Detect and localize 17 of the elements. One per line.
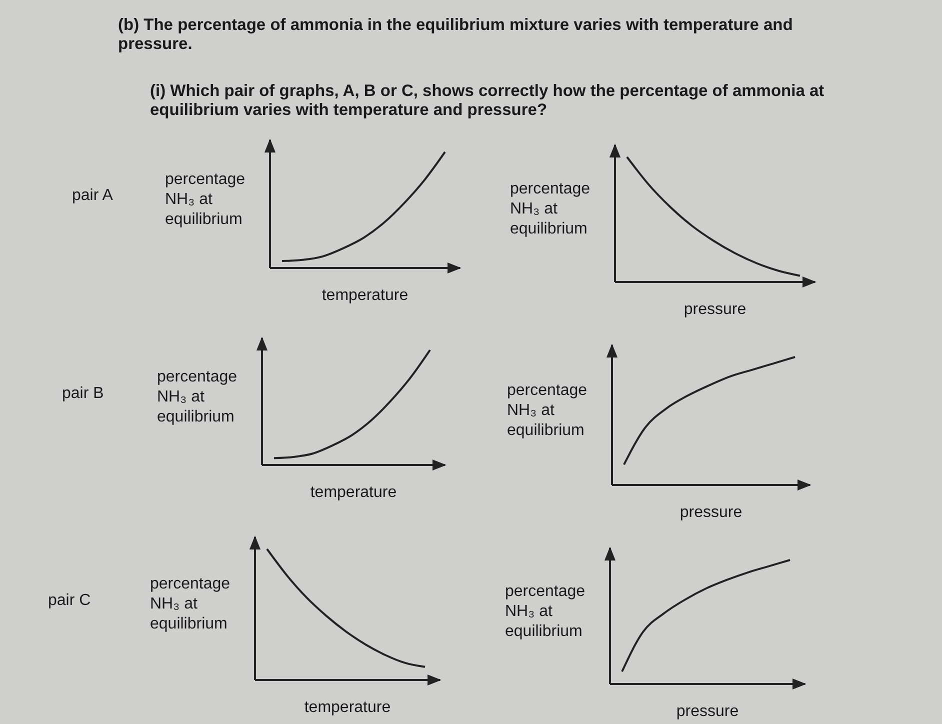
x-axis-title: temperature [310, 484, 397, 501]
y-axis-title: percentage NH₃ at equilibrium [157, 368, 238, 426]
chart-subtitle: (i) Which pair of graphs, A, B or C, shows correctly how the percentage of ammonia at equilibrium varies with temperature and pressure? [150, 82, 825, 119]
chart-title: (b) The percentage of ammonia in the equilibrium mixture varies with temperature and pressure. [118, 16, 793, 53]
x-axis-title: temperature [304, 699, 391, 716]
text: pair B [62, 385, 104, 402]
y-axis-title: percentage NH₃ at equilibrium [150, 576, 230, 632]
y-axis-title: percentage NH₃ at equilibrium [165, 171, 246, 228]
y-axis-title: percentage NH₃ at equilibrium [510, 180, 590, 238]
x-axis-title: pressure [680, 504, 742, 521]
y-axis-title: percentage NH₃ at equilibrium [505, 583, 586, 640]
x-axis-title: pressure [684, 301, 746, 318]
y-axis-title: percentage NH₃ at equilibrium [507, 382, 588, 439]
text: pair A [72, 187, 114, 204]
x-axis-title: pressure [676, 703, 739, 720]
x-axis-title: temperature [322, 287, 408, 304]
text: pair C [48, 592, 91, 609]
